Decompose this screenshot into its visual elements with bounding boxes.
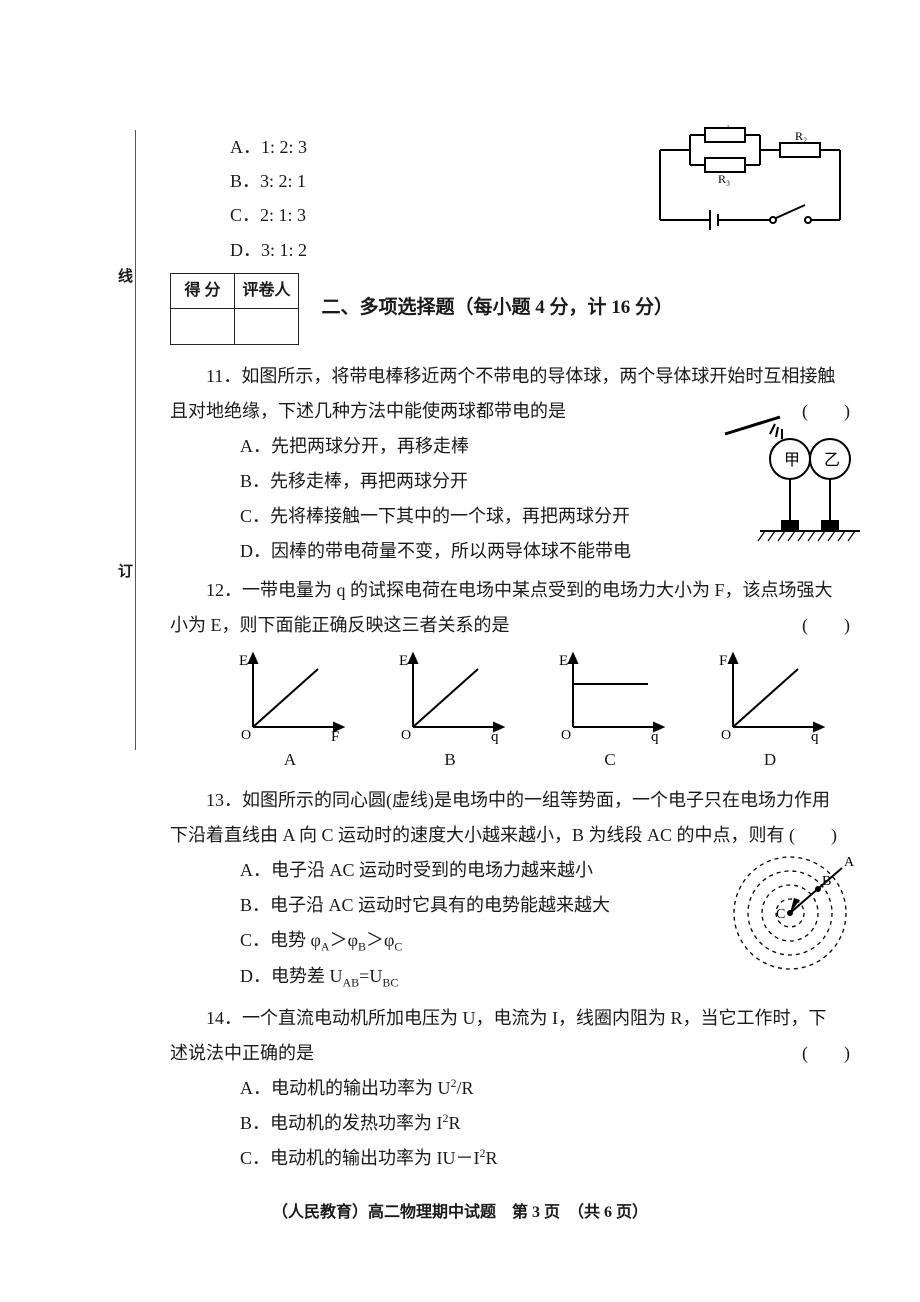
svg-text:E: E [239, 653, 248, 669]
chart-b: E q O B [393, 649, 508, 776]
binding-char-1: 线 [118, 265, 133, 286]
q14-opt-c: C．电动机的输出功率为 IU－I2R [240, 1141, 870, 1176]
chart-d-label: D [713, 744, 828, 776]
chart-d: F q O D [713, 649, 828, 776]
chart-c: E q O C [553, 649, 668, 776]
q12-charts: E F O A [210, 649, 850, 776]
q11-stem1: 11．如图所示，将带电棒移近两个不带电的导体球，两个导体球开始时互相接触 [170, 359, 870, 394]
svg-text:q: q [651, 729, 659, 744]
page: 线 订 A．1: 2: 3 B．3: 2: 1 C．2: 1: 3 D．3: 1… [0, 0, 920, 1302]
r3-label: R₃ [718, 172, 730, 186]
q11-block: 11．如图所示，将带电棒移近两个不带电的导体球，两个导体球开始时互相接触 且对地… [170, 359, 870, 570]
q12-stem2: 小为 E，则下面能正确反映这三者关系的是 [170, 615, 510, 635]
circuit-diagram: R₁ R₂ R₃ [640, 125, 860, 245]
svg-text:E: E [559, 653, 568, 669]
score-table: 得 分 评卷人 [170, 273, 299, 345]
section2-title: 二、多项选择题（每小题 4 分，计 16 分） [322, 297, 674, 318]
ball2-label: 乙 [824, 452, 840, 469]
q14-stem2-row: 述说法中正确的是 ( ) [170, 1036, 870, 1071]
r2-label: R₂ [795, 129, 807, 143]
q13-figure: A B C [720, 838, 870, 978]
q12-stem2-row: 小为 E，则下面能正确反映这三者关系的是 ( ) [170, 608, 870, 643]
svg-text:E: E [399, 653, 408, 669]
q10-block: A．1: 2: 3 B．3: 2: 1 C．2: 1: 3 D．3: 1: 2 [170, 130, 870, 267]
svg-text:q: q [491, 729, 499, 744]
q12-stem1: 12．一带电量为 q 的试探电荷在电场中某点受到的电场力大小为 F，该点场强大 [170, 573, 870, 608]
svg-text:O: O [401, 728, 411, 743]
section2-header: 得 分 评卷人 二、多项选择题（每小题 4 分，计 16 分） [170, 273, 870, 345]
score-header-2: 评卷人 [235, 273, 299, 308]
q14-opt-a: A．电动机的输出功率为 U2/R [240, 1071, 870, 1106]
q14-paren: ( ) [802, 1036, 850, 1071]
chart-c-label: C [553, 744, 668, 776]
svg-text:q: q [811, 729, 819, 744]
q14-block: 14．一个直流电动机所加电压为 U，电流为 I，线圈内阻为 R，当它工作时，下 … [170, 1001, 870, 1176]
q14-opt-b: B．电动机的发热功率为 I2R [240, 1106, 870, 1141]
content-area: A．1: 2: 3 B．3: 2: 1 C．2: 1: 3 D．3: 1: 2 [170, 130, 870, 1176]
binding-char-2: 订 [118, 560, 133, 581]
svg-text:A: A [844, 855, 855, 870]
score-header-1: 得 分 [171, 273, 235, 308]
svg-text:O: O [721, 728, 731, 743]
q11-stem2: 且对地绝缘，下述几种方法中能使两球都带电的是 [170, 401, 566, 421]
chart-a: E F O A [233, 649, 348, 776]
chart-a-label: A [233, 744, 348, 776]
q11-figure: 甲 乙 [720, 409, 870, 549]
ball1-label: 甲 [784, 452, 800, 469]
svg-text:C: C [776, 907, 785, 922]
r1-label: R₁ [718, 125, 730, 128]
page-footer: （人民教育）高二物理期中试题 第 3 页 （共 6 页） [0, 1198, 920, 1222]
svg-text:O: O [561, 728, 571, 743]
q13-block: 13．如图所示的同心圆(虚线)是电场中的一组等势面，一个电子只在电场力作用 下沿… [170, 783, 870, 995]
q14-stem2: 述说法中正确的是 [170, 1043, 314, 1063]
svg-text:F: F [331, 729, 339, 744]
q12-paren: ( ) [802, 608, 850, 643]
svg-text:O: O [241, 728, 251, 743]
score-cell-1[interactable] [171, 309, 235, 344]
svg-text:F: F [719, 653, 727, 669]
q12-block: 12．一带电量为 q 的试探电荷在电场中某点受到的电场力大小为 F，该点场强大 … [170, 573, 870, 776]
binding-line [135, 130, 136, 750]
q14-stem1: 14．一个直流电动机所加电压为 U，电流为 I，线圈内阻为 R，当它工作时，下 [170, 1001, 870, 1036]
chart-b-label: B [393, 744, 508, 776]
score-cell-2[interactable] [235, 309, 299, 344]
svg-text:B: B [822, 874, 831, 889]
q13-stem1: 13．如图所示的同心圆(虚线)是电场中的一组等势面，一个电子只在电场力作用 [170, 783, 870, 818]
